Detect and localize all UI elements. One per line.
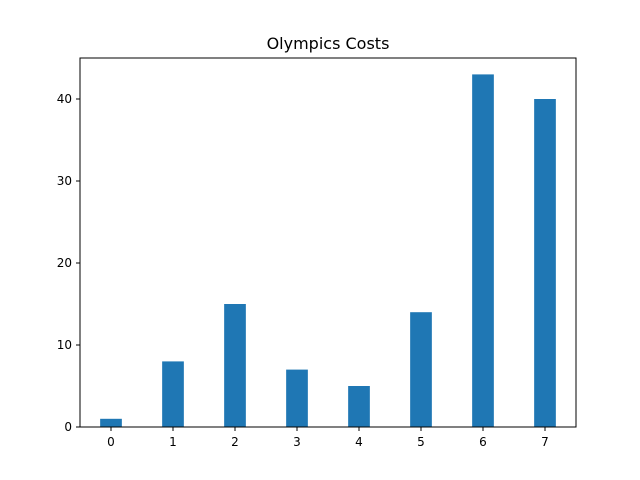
bar-6 bbox=[472, 74, 494, 428]
x-tick-label: 3 bbox=[293, 435, 301, 449]
y-tick-label: 20 bbox=[57, 256, 72, 270]
x-tick-label: 1 bbox=[169, 435, 177, 449]
bar-7 bbox=[534, 99, 556, 427]
x-tick-label: 2 bbox=[231, 435, 239, 449]
bar-1 bbox=[162, 361, 184, 427]
x-tick-label: 4 bbox=[355, 435, 363, 449]
x-axis: 0 1 2 3 4 5 6 7 bbox=[107, 427, 549, 449]
bars-group bbox=[100, 74, 556, 428]
chart-title: Olympics Costs bbox=[267, 34, 390, 53]
x-tick-label: 7 bbox=[541, 435, 549, 449]
y-tick-label: 0 bbox=[64, 420, 72, 434]
x-tick-label: 5 bbox=[417, 435, 425, 449]
y-tick-label: 30 bbox=[57, 174, 72, 188]
y-tick-label: 10 bbox=[57, 338, 72, 352]
plot-frame bbox=[79, 57, 577, 428]
y-axis: 0 10 20 30 40 bbox=[57, 92, 80, 434]
bar-3 bbox=[286, 369, 308, 427]
x-tick-label: 6 bbox=[479, 435, 487, 449]
bar-4 bbox=[348, 386, 370, 427]
x-tick-label: 0 bbox=[107, 435, 115, 449]
bar-0 bbox=[100, 418, 122, 427]
y-tick-label: 40 bbox=[57, 92, 72, 106]
bar-2 bbox=[224, 304, 246, 427]
bar-5 bbox=[410, 312, 432, 427]
